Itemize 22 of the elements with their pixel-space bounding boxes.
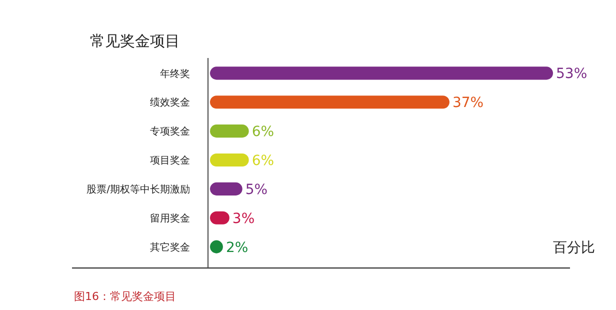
y-tick-label: 股票/期权等中长期激励: [86, 184, 190, 196]
data-label: 53%: [556, 66, 588, 82]
chart-title: 常见奖金项目: [90, 32, 180, 50]
bar: [210, 182, 242, 196]
bar: [210, 153, 249, 167]
y-tick-label: 年终奖: [160, 68, 190, 80]
data-label: 3%: [232, 210, 255, 227]
y-tick-label: 留用奖金: [150, 212, 190, 224]
x-axis-title: 百分比: [553, 240, 595, 256]
bar: [210, 96, 450, 109]
data-label: 5%: [245, 182, 268, 198]
y-tick-label: 绩效奖金: [150, 96, 190, 109]
data-label: 6%: [252, 124, 274, 140]
caption: 图16：常见奖金项目: [74, 290, 176, 303]
data-label: 6%: [252, 153, 274, 170]
data-label: 37%: [452, 95, 484, 112]
y-tick-label: 其它奖金: [150, 241, 190, 254]
data-label: 2%: [226, 240, 248, 256]
y-tick-label: 项目奖金: [150, 154, 190, 167]
bar: [210, 124, 249, 138]
bar: [210, 66, 553, 80]
y-tick-label: 专项奖金: [150, 126, 190, 138]
